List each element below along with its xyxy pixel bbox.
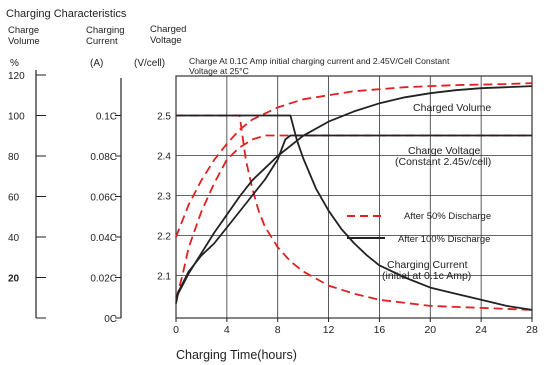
x-tick-label: 16 — [374, 324, 386, 336]
charging-current-annotation-line2: (initial at 0.1c Amp) — [382, 270, 471, 282]
charging-current-annotation-line1: Charging Current — [387, 259, 468, 271]
chart-note-line2: Voltage at 25°C — [189, 66, 249, 76]
x-tick-label: 8 — [275, 324, 281, 336]
legend-entry-after-50: After 50% Discharge — [404, 211, 491, 222]
voltage-column-label-line1: Charged — [150, 24, 186, 35]
plot-frame — [175, 75, 533, 319]
current-tick-label: 0.02C — [90, 274, 117, 285]
volume-tick-label: 40 — [8, 233, 20, 244]
x-tick-label: 20 — [424, 324, 436, 336]
current-tick-label: 0.08C — [90, 152, 117, 163]
current-unit-label: (A) — [90, 58, 103, 69]
current-column-label-line1: Charging — [86, 25, 125, 36]
volume-unit-label: % — [10, 58, 19, 69]
volume-tick-label: 60 — [8, 193, 20, 204]
voltage-tick-label: 2.4 — [157, 152, 171, 163]
volume-tick-label: 120 — [8, 71, 25, 82]
current-tick-label: 0.04C — [90, 233, 117, 244]
chart-title: Charging Characteristics — [6, 8, 127, 20]
charge-voltage-annotation-line1: Charge Voltage — [408, 145, 481, 157]
x-tick-label: 12 — [323, 324, 335, 336]
volume-tick-label: 80 — [8, 152, 20, 163]
series-line-after-50-charged-volume — [175, 82, 533, 238]
volume-tick-label: 20 — [8, 274, 20, 285]
series-line-after-100-charging-current — [176, 114, 533, 311]
voltage-column-label-line2: Voltage — [150, 35, 182, 46]
volume-column-label-line1: Charge — [8, 25, 39, 36]
voltage-tick-label: 2.3 — [157, 192, 171, 203]
current-tick-label: 0.06C — [90, 193, 117, 204]
legend-entry-after-100: After 100% Discharge — [398, 234, 490, 245]
voltage-tick-label: 2.1 — [157, 272, 171, 283]
voltage-tick-label: 2.2 — [157, 232, 171, 243]
series-lines — [175, 82, 533, 311]
grid-lines — [175, 75, 533, 319]
volume-tick-label: 100 — [8, 112, 25, 123]
charge-voltage-annotation-line2: (Constant 2.45v/cell) — [395, 156, 491, 168]
series-line-after-100-charge-voltage — [175, 134, 532, 304]
voltage-unit-label: (V/cell) — [134, 58, 165, 69]
chart-note-line1: Charge At 0.1C Amp initial charging curr… — [189, 56, 450, 66]
axes: 0 4 8 12 16 20 24 28 2.1 2.2 2.3 2.4 2.5 0C 0.02C 0.04C… — [8, 70, 538, 336]
x-tick-label: 4 — [224, 324, 230, 336]
x-tick-label: 24 — [475, 324, 487, 336]
voltage-tick-label: 2.5 — [157, 112, 171, 123]
series-line-after-50-charging-current — [176, 114, 533, 311]
charged-volume-annotation: Charged Volume — [413, 102, 491, 114]
current-column-label-line2: Current — [86, 36, 118, 47]
series-line-after-50-charge-voltage — [175, 134, 532, 300]
series-line-after-100-charged-volume — [175, 85, 533, 299]
current-tick-label: 0.1C — [96, 112, 117, 123]
x-axis-label: Charging Time(hours) — [176, 348, 297, 362]
current-tick-label: 0C — [104, 314, 117, 325]
x-tick-label: 28 — [526, 324, 538, 336]
volume-column-label-line2: Volume — [8, 36, 40, 47]
x-tick-label: 0 — [173, 324, 179, 336]
